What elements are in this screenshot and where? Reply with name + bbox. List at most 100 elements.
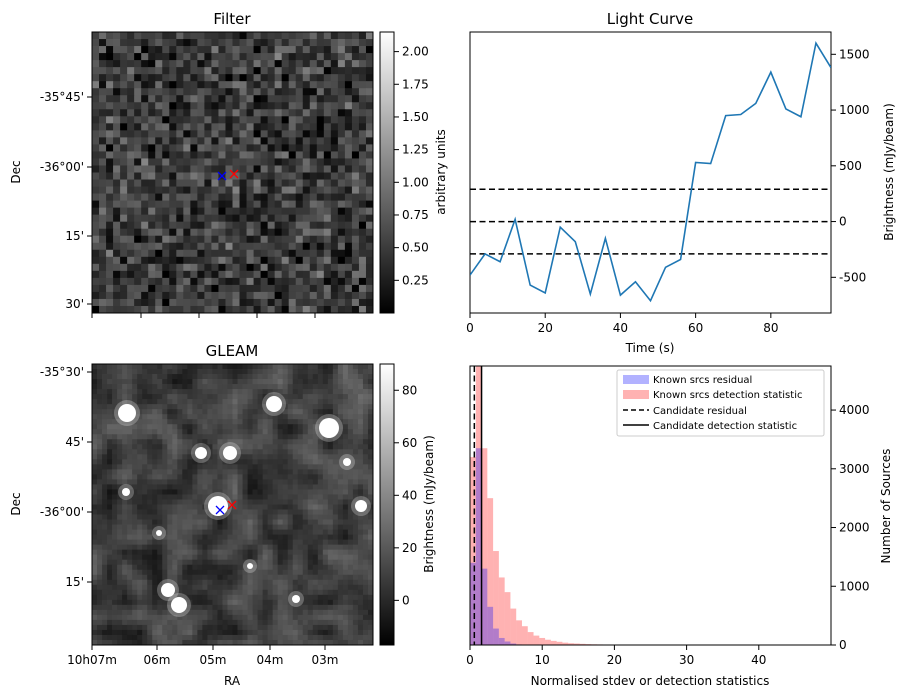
filter-pixel <box>176 39 184 47</box>
gleam-colorbar-label: Brightness (mJy/beam) <box>422 435 436 573</box>
filter-pixel <box>232 88 240 96</box>
filter-pixel <box>204 116 212 124</box>
filter-pixel <box>169 186 177 194</box>
gleam-pixel <box>342 589 349 596</box>
filter-pixel <box>113 88 121 96</box>
gleam-pixel <box>132 374 138 380</box>
filter-pixel <box>218 249 226 258</box>
gleam-pixel <box>147 559 153 566</box>
filter-colorbar-tick-label: 1.75 <box>402 77 429 91</box>
gleam-pixel <box>102 584 108 591</box>
gleam-pixel <box>277 484 284 490</box>
gleam-pixel <box>167 449 173 455</box>
gleam-pixel <box>237 369 243 375</box>
gleam-pixel <box>282 404 289 410</box>
filter-pixel <box>211 242 219 251</box>
gleam-pixel <box>277 474 284 480</box>
filter-pixel <box>358 179 367 187</box>
gleam-pixel <box>237 619 243 626</box>
filter-pixel <box>120 46 128 54</box>
gleam-pixel <box>352 609 359 616</box>
gleam-pixel <box>312 594 319 601</box>
gleam-pixel <box>177 569 183 576</box>
gleam-pixel <box>227 484 233 490</box>
gleam-pixel <box>267 374 274 380</box>
gleam-pixel <box>247 434 253 440</box>
gleam-pixel <box>162 629 168 636</box>
gleam-pixel <box>182 489 188 495</box>
gleam-pixel <box>272 559 279 566</box>
filter-pixel <box>309 46 318 54</box>
gleam-pixel <box>367 569 374 576</box>
gleam-pixel <box>182 584 188 591</box>
gleam-pixel <box>332 539 339 546</box>
gleam-pixel <box>317 434 324 440</box>
gleam-pixel <box>207 494 213 500</box>
filter-pixel <box>134 291 142 300</box>
gleam-pixel <box>92 469 98 475</box>
gleam-pixel <box>172 394 178 400</box>
histogram-bar <box>475 448 482 645</box>
filter-pixel <box>253 207 261 216</box>
gleam-pixel <box>232 554 238 561</box>
gleam-pixel <box>277 564 284 571</box>
filter-pixel <box>211 123 219 131</box>
gleam-pixel <box>302 384 309 390</box>
gleam-pixel <box>307 579 314 586</box>
gleam-pixel <box>312 509 319 515</box>
filter-pixel <box>127 39 135 47</box>
filter-colorbar-ticks: 0.250.500.751.001.251.501.752.00 <box>394 45 429 287</box>
gleam-pixel <box>132 459 138 465</box>
filter-pixel <box>358 298 367 307</box>
gleam-pixel <box>182 474 188 480</box>
filter-pixel <box>211 249 219 258</box>
gleam-pixel <box>252 619 258 626</box>
filter-pixel <box>344 298 353 307</box>
filter-pixel <box>365 242 374 251</box>
filter-pixel <box>309 137 318 145</box>
gleam-pixel <box>182 409 188 415</box>
filter-pixel <box>351 88 360 96</box>
filter-pixel <box>232 207 240 216</box>
gleam-pixel <box>272 544 279 551</box>
gleam-pixel <box>267 454 274 460</box>
gleam-pixel <box>172 539 178 546</box>
filter-pixel <box>148 158 156 166</box>
gleam-pixel <box>157 524 163 530</box>
gleam-pixel <box>207 569 213 576</box>
gleam-pixel <box>352 584 359 591</box>
gleam-pixel <box>347 539 354 546</box>
filter-pixel <box>92 200 100 209</box>
filter-pixel <box>127 221 135 230</box>
gleam-pixel <box>247 624 253 631</box>
filter-pixel <box>169 53 177 61</box>
filter-pixel <box>260 193 269 201</box>
gleam-pixel <box>127 624 133 631</box>
filter-pixel <box>302 186 311 194</box>
filter-pixel <box>183 200 191 209</box>
gleam-pixel <box>152 399 158 405</box>
gleam-pixel <box>332 379 339 385</box>
gleam-pixel <box>267 589 274 596</box>
gleam-pixel <box>217 529 223 536</box>
filter-pixel <box>225 158 233 166</box>
gleam-pixel <box>347 524 354 530</box>
filter-pixel <box>330 249 339 258</box>
gleam-pixel <box>172 389 178 395</box>
filter-pixel <box>190 207 198 216</box>
gleam-pixel <box>332 579 339 586</box>
gleam-pixel <box>212 599 218 606</box>
filter-pixel <box>316 179 325 187</box>
gleam-pixel <box>327 504 334 510</box>
gleam-pixel <box>162 379 168 385</box>
filter-pixel <box>169 270 177 279</box>
gleam-pixel <box>367 434 374 440</box>
gleam-pixel <box>207 404 213 410</box>
filter-pixel <box>92 137 100 145</box>
gleam-pixel <box>272 569 279 576</box>
gleam-pixel <box>132 424 138 430</box>
filter-pixel <box>232 305 240 314</box>
gleam-pixel <box>277 544 284 551</box>
filter-pixel <box>134 109 142 117</box>
gleam-pixel <box>232 509 238 515</box>
